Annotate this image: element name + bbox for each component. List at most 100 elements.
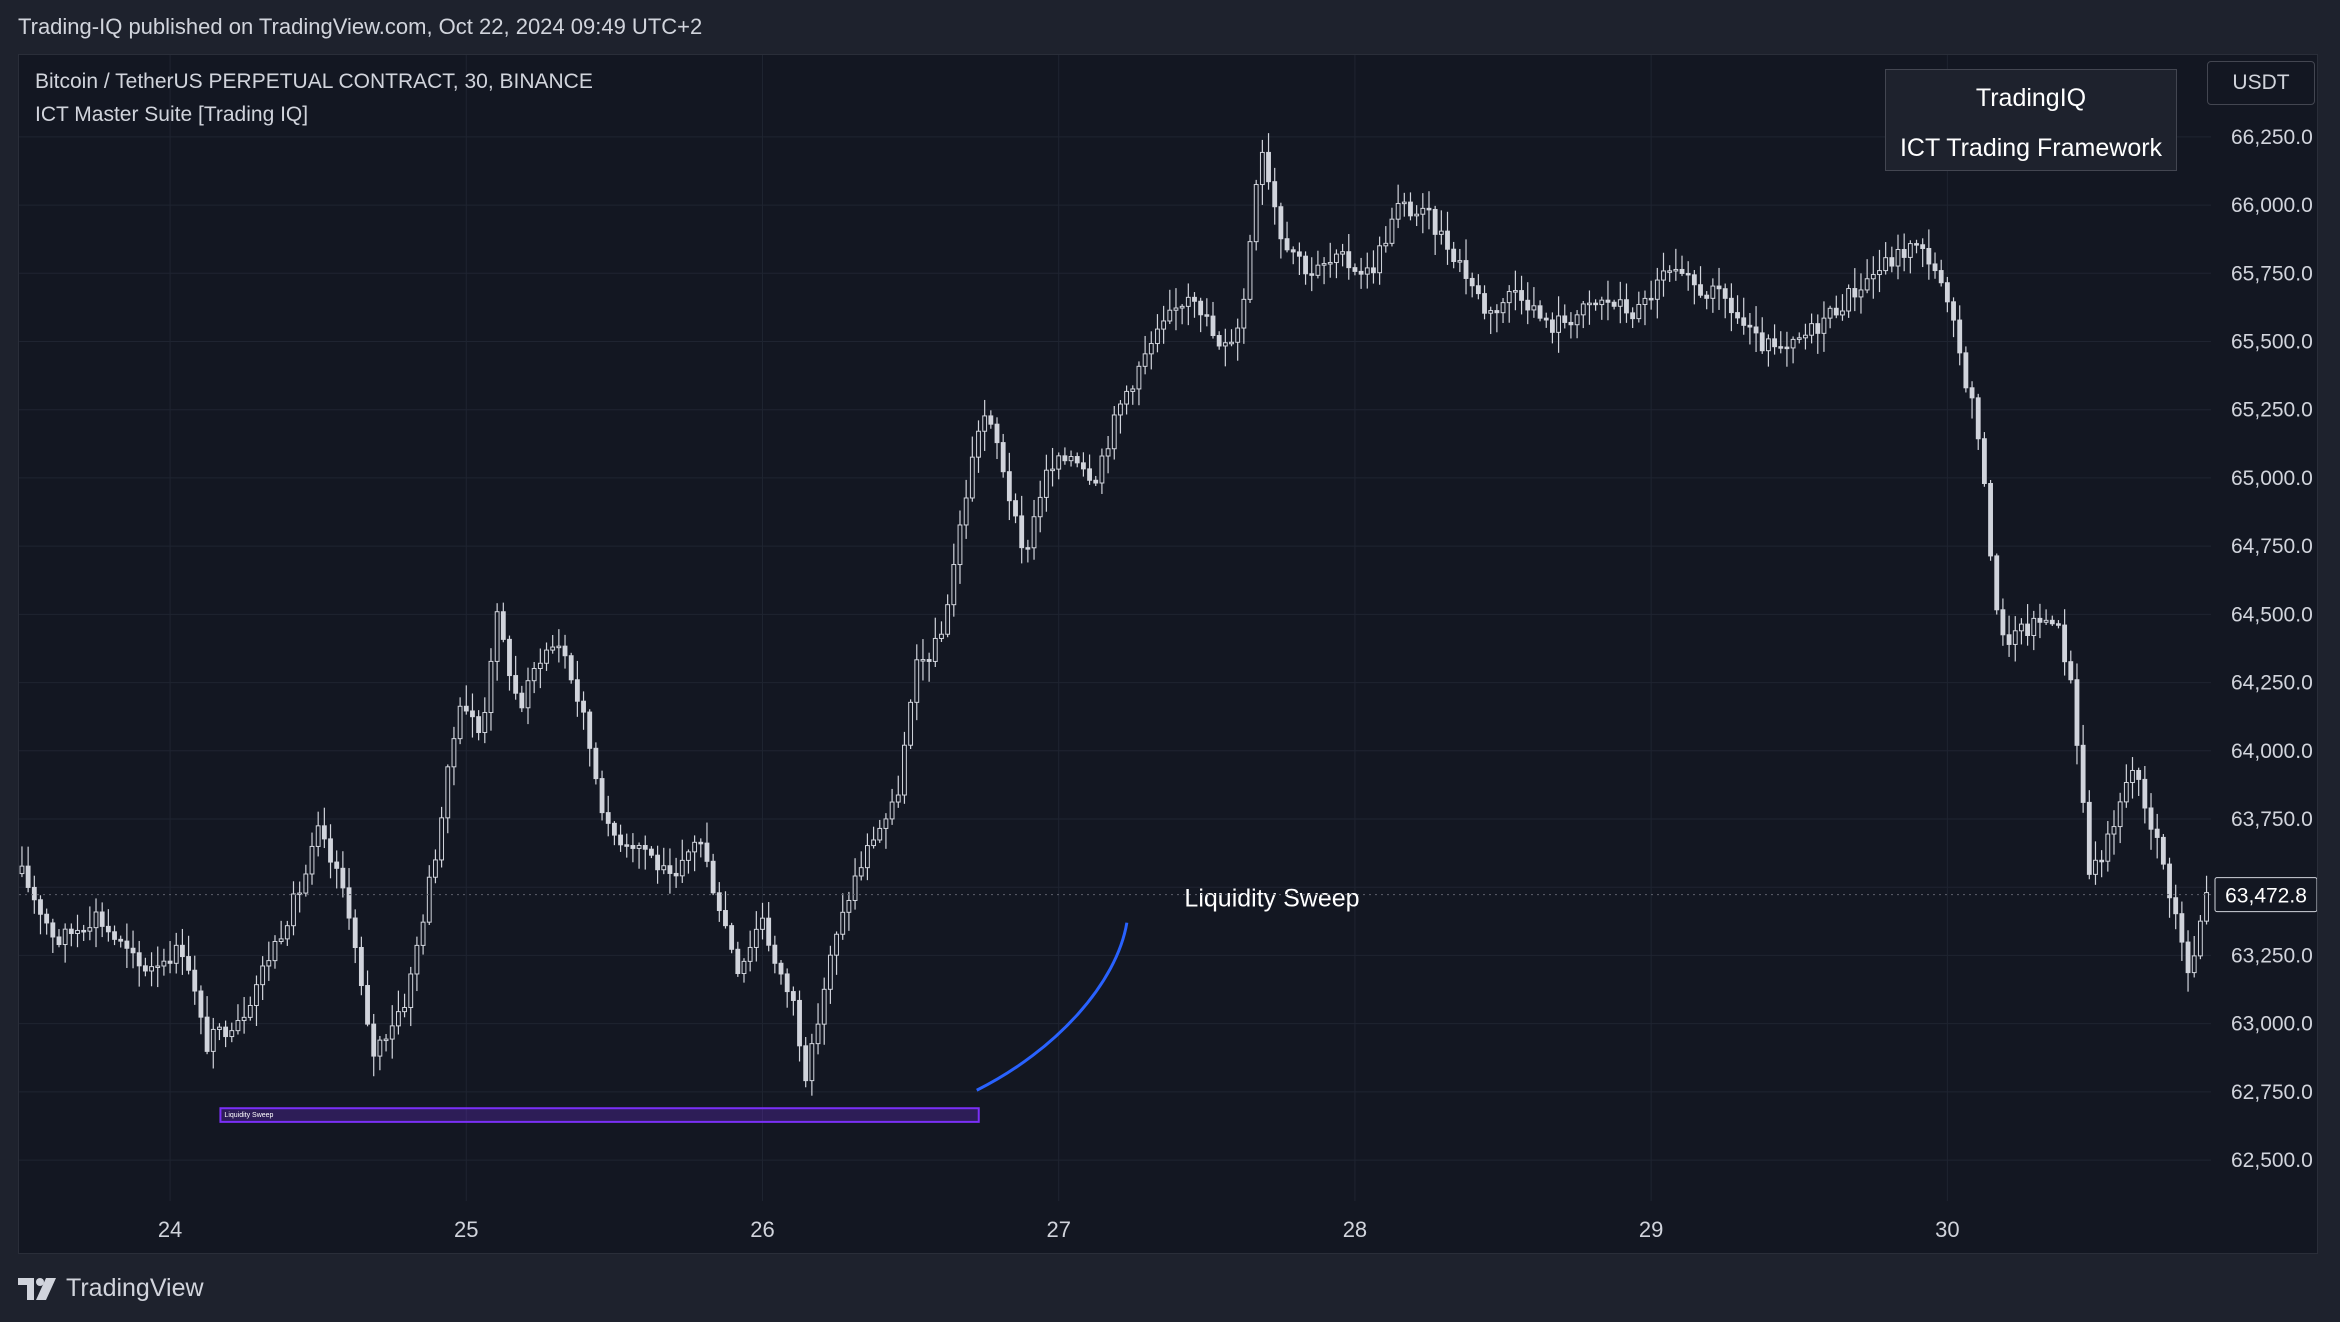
candle-body bbox=[75, 929, 80, 935]
candle-body bbox=[809, 1043, 815, 1082]
zone-label: Liquidity Sweep bbox=[224, 1112, 273, 1119]
candle-body bbox=[920, 659, 926, 662]
candle-body bbox=[1087, 468, 1092, 481]
candle-body bbox=[698, 841, 704, 845]
price-tick-label: 63,000.0 bbox=[2231, 1013, 2313, 1036]
price-tick-label: 64,000.0 bbox=[2231, 740, 2313, 763]
info-box-title: TradingIQ bbox=[1975, 84, 2087, 112]
candle-body bbox=[303, 873, 309, 894]
currency-unit-button[interactable]: USDT bbox=[2207, 61, 2315, 105]
candle-body bbox=[982, 415, 988, 432]
candle-body bbox=[1253, 184, 1259, 243]
candle-body bbox=[1531, 305, 1537, 311]
candle-body bbox=[1673, 268, 1679, 272]
candle-body bbox=[1772, 338, 1777, 348]
candle-body bbox=[1025, 547, 1031, 550]
candle-body bbox=[2197, 920, 2203, 957]
candle-body bbox=[1414, 213, 1420, 217]
candle-body bbox=[2080, 744, 2086, 803]
candle-body bbox=[2173, 897, 2179, 915]
candle-body bbox=[1062, 455, 1068, 462]
candle-body bbox=[846, 899, 852, 913]
candle-body bbox=[605, 812, 611, 824]
candle-body bbox=[1525, 299, 1531, 311]
candle-body bbox=[760, 917, 765, 930]
time-tick-label: 24 bbox=[158, 1217, 182, 1242]
price-tick-label: 62,750.0 bbox=[2231, 1081, 2313, 1104]
candle-body bbox=[1161, 320, 1167, 330]
candle-body bbox=[1006, 471, 1012, 502]
candle-body bbox=[112, 931, 117, 940]
candle-body bbox=[1155, 328, 1160, 345]
price-tick-label: 62,500.0 bbox=[2231, 1149, 2313, 1172]
candle-body bbox=[291, 893, 296, 927]
candle-body bbox=[2130, 769, 2135, 784]
candle-body bbox=[223, 1026, 229, 1038]
liquidity-sweep-zone[interactable] bbox=[219, 1107, 980, 1123]
candle-body bbox=[1636, 303, 1642, 320]
symbol-line[interactable]: Bitcoin / TetherUS PERPETUAL CONTRACT, 3… bbox=[35, 70, 593, 93]
candle-body bbox=[1321, 263, 1327, 266]
candle-body bbox=[426, 876, 432, 923]
candle-body bbox=[1364, 267, 1370, 275]
candle-body bbox=[587, 711, 593, 749]
candle-body bbox=[723, 910, 728, 927]
candle-body bbox=[50, 922, 56, 938]
chart-pane[interactable]: Liquidity Sweep Liquidity Sweep 62,500.0 6… bbox=[18, 54, 2318, 1254]
candle-body bbox=[994, 423, 1000, 444]
candle-body bbox=[229, 1030, 235, 1038]
candle-body bbox=[618, 834, 623, 846]
candle-body bbox=[1920, 244, 1926, 249]
candle-body bbox=[433, 859, 438, 878]
annotation-curve bbox=[976, 922, 1129, 1092]
candle-body bbox=[494, 611, 500, 662]
candle-body bbox=[2148, 807, 2154, 830]
candle-body bbox=[2031, 617, 2037, 636]
candle-body bbox=[1611, 301, 1617, 307]
candle-body bbox=[803, 1045, 809, 1082]
candle-body bbox=[2074, 679, 2080, 746]
candle-body bbox=[2037, 617, 2043, 623]
candle-body bbox=[346, 887, 352, 919]
candle-body bbox=[525, 680, 531, 709]
candle-body bbox=[476, 716, 482, 734]
tradingview-brand[interactable]: TradingView bbox=[18, 1274, 204, 1303]
candle-body bbox=[581, 700, 586, 713]
candle-body bbox=[1790, 338, 1796, 349]
candle-body bbox=[1944, 282, 1950, 303]
candle-body bbox=[939, 633, 944, 639]
candles bbox=[19, 133, 2209, 1096]
candle-body bbox=[1451, 248, 1457, 262]
candle-body bbox=[562, 645, 568, 657]
candle-body bbox=[1803, 334, 1808, 339]
candle-body bbox=[1037, 496, 1043, 518]
candle-body bbox=[2105, 833, 2111, 862]
candle-body bbox=[1278, 206, 1284, 240]
candle-body bbox=[778, 962, 784, 975]
candle-body bbox=[1556, 315, 1561, 333]
candle-body bbox=[1284, 238, 1290, 251]
price-chart[interactable]: Liquidity Sweep Liquidity Sweep 62,500.0 6… bbox=[19, 55, 2318, 1254]
candle-body bbox=[451, 738, 457, 768]
candle-body bbox=[531, 668, 537, 682]
candle-body bbox=[667, 865, 673, 874]
candle-body bbox=[1136, 365, 1142, 390]
liquidity-sweep-label[interactable]: Liquidity Sweep bbox=[1184, 884, 1359, 912]
candle-body bbox=[895, 794, 901, 803]
candle-body bbox=[1099, 455, 1105, 484]
candle-body bbox=[155, 965, 161, 968]
candle-body bbox=[192, 969, 198, 992]
candle-body bbox=[902, 744, 907, 796]
candle-body bbox=[1247, 241, 1253, 300]
candle-body bbox=[1383, 242, 1389, 247]
candle-body bbox=[186, 956, 191, 971]
indicator-line[interactable]: ICT Master Suite [Trading IQ] bbox=[35, 103, 309, 126]
price-tick-label: 65,250.0 bbox=[2231, 399, 2313, 422]
candle-body bbox=[266, 960, 272, 967]
candle-body bbox=[797, 999, 802, 1047]
candle-body bbox=[31, 886, 37, 901]
candle-body bbox=[272, 941, 278, 962]
candle-body bbox=[1210, 315, 1216, 337]
candle-body bbox=[377, 1039, 383, 1057]
candle-body bbox=[1401, 201, 1407, 205]
